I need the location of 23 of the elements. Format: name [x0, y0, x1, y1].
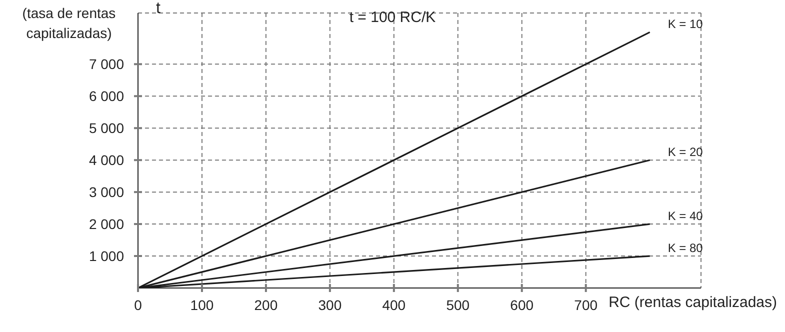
series-label: K = 80: [668, 241, 704, 256]
x-tick-label: 0: [134, 297, 142, 313]
series-label: K = 40: [668, 209, 704, 224]
chart-title: t = 100 RC/K: [349, 9, 436, 26]
text: (tasa de rentas capitalizadas): [21, 4, 117, 43]
y-axis-title: t: [156, 0, 160, 18]
y-tick-label: 3 000: [88, 184, 124, 200]
y-tick-label: 4 000: [88, 152, 124, 168]
x-tick-label: 400: [382, 297, 406, 313]
x-tick-label: 500: [446, 297, 470, 313]
y-tick-label: 1 000: [88, 248, 124, 264]
series-label: K = 10: [668, 17, 704, 32]
x-tick-label: 300: [318, 297, 342, 313]
x-tick-label: 700: [574, 297, 598, 313]
x-axis-title: RC (rentas capitalizadas): [608, 294, 777, 311]
x-tick-label: 100: [190, 297, 214, 313]
y-tick-label: 6 000: [88, 88, 124, 104]
y-tick-label: 5 000: [88, 120, 124, 136]
x-tick-label: 200: [254, 297, 278, 313]
series-label: K = 20: [668, 145, 704, 160]
y-tick-label: 2 000: [88, 216, 124, 232]
y-tick-label: 7 000: [88, 56, 124, 72]
x-tick-label: 600: [510, 297, 534, 313]
